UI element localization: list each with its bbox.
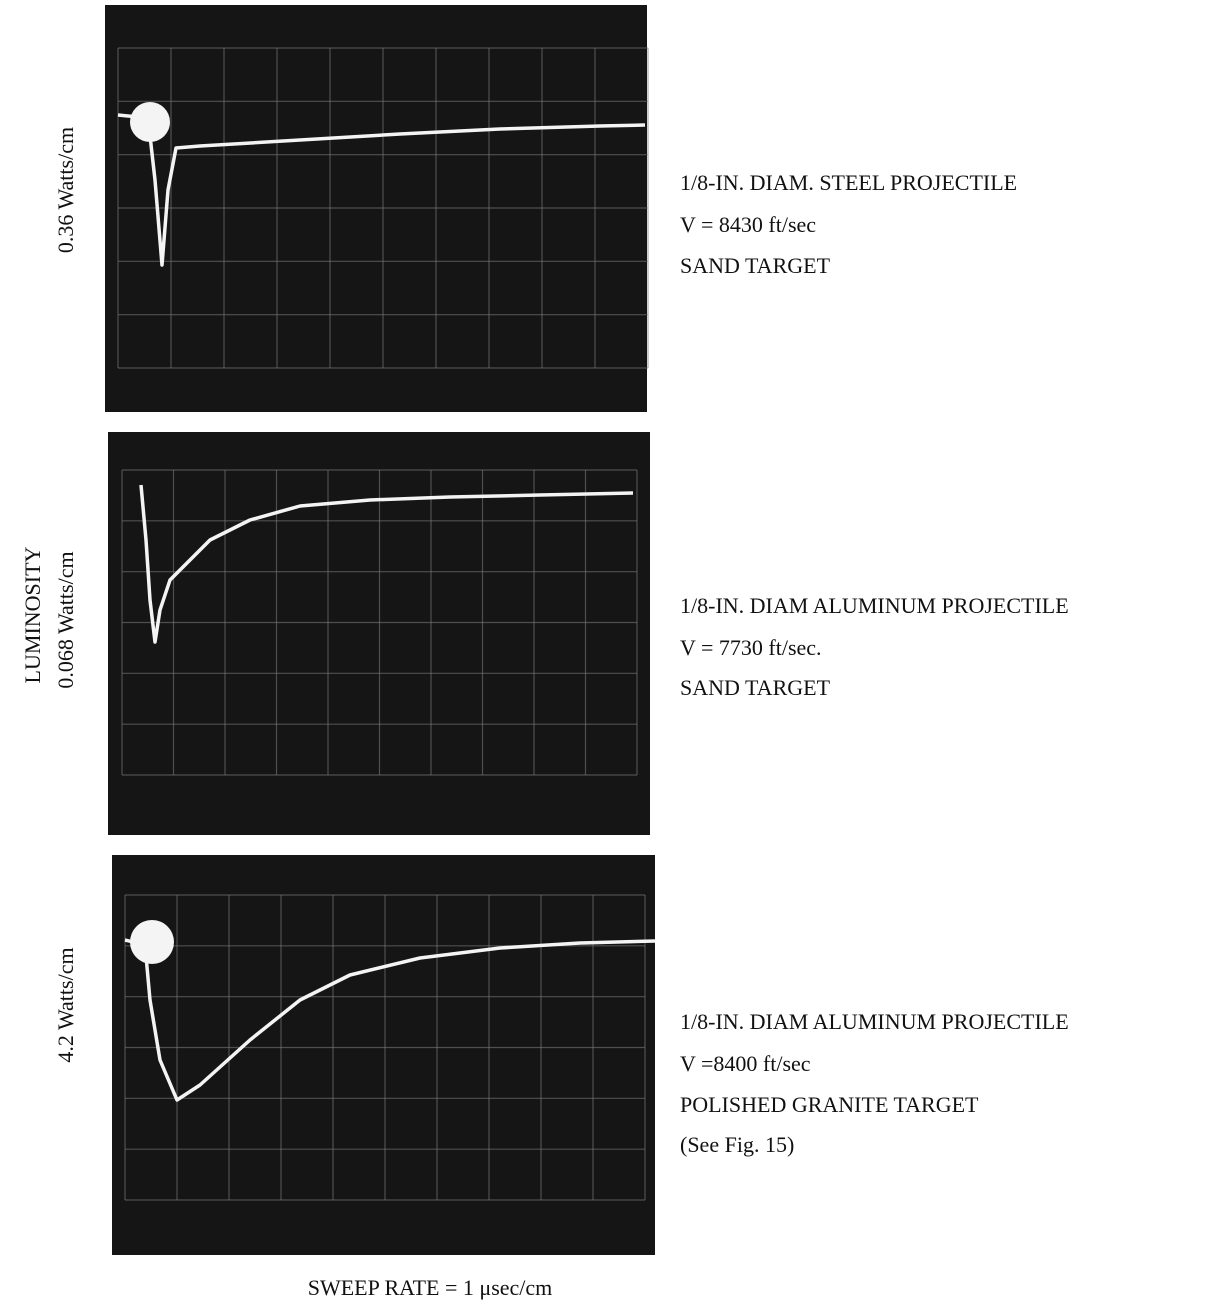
y-axis-label: LUMINOSITY: [20, 546, 45, 683]
caption-line: 1/8-IN. DIAM. STEEL PROJECTILE: [680, 170, 1017, 195]
caption-line: V = 7730 ft/sec.: [680, 635, 822, 660]
caption-line: V = 8430 ft/sec: [680, 212, 816, 237]
panel-scale: 4.2 Watts/cm: [53, 947, 78, 1062]
caption-line: V =8400 ft/sec: [680, 1051, 811, 1076]
scope-panel: [112, 855, 655, 1255]
trace: [124, 938, 656, 1102]
caption-line: SAND TARGET: [680, 253, 831, 278]
caption-line: POLISHED GRANITE TARGET: [680, 1092, 979, 1117]
trace-blob: [130, 920, 174, 964]
grids: [117, 47, 649, 1201]
caption-line: 1/8-IN. DIAM ALUMINUM PROJECTILE: [680, 1009, 1069, 1034]
caption-line: 1/8-IN. DIAM ALUMINUM PROJECTILE: [680, 593, 1069, 618]
x-axis-label: SWEEP RATE = 1 μsec/cm: [308, 1275, 553, 1300]
trace: [117, 113, 646, 267]
trace: [139, 484, 634, 644]
panel-scale: 0.36 Watts/cm: [53, 127, 78, 253]
panel-scale: 0.068 Watts/cm: [53, 551, 78, 688]
caption-line: SAND TARGET: [680, 675, 831, 700]
caption-line: (See Fig. 15): [680, 1132, 794, 1157]
